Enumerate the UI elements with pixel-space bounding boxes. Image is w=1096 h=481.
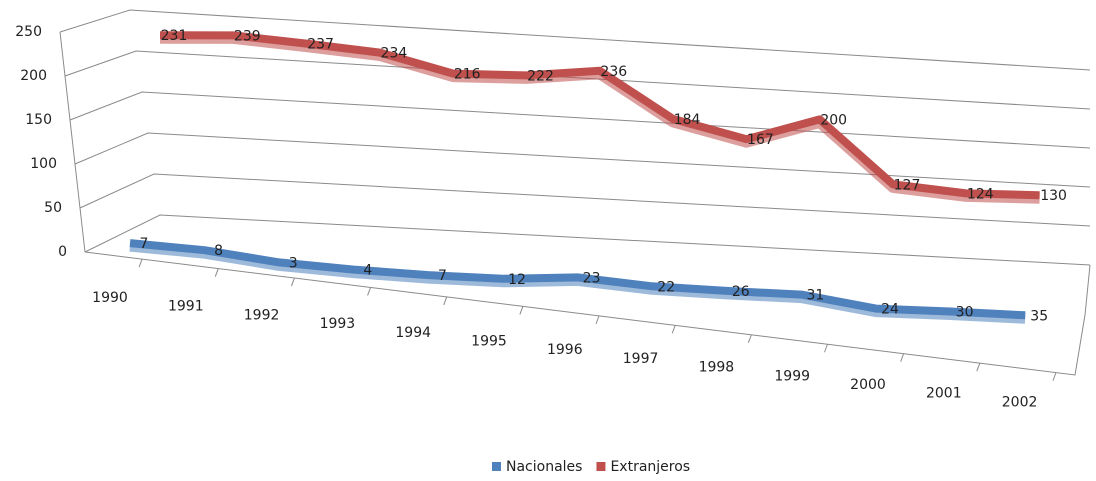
grid-line	[64, 50, 1091, 110]
legend-label: Nacionales	[506, 459, 582, 475]
data-label: 216	[454, 67, 481, 83]
y-tick-label: 150	[25, 112, 52, 128]
data-label: 35	[1030, 308, 1048, 324]
data-label: 7	[438, 268, 447, 284]
data-label: 12	[508, 272, 526, 288]
grid-line	[59, 9, 1091, 71]
legend-swatch	[492, 462, 501, 471]
data-label: 237	[307, 37, 334, 53]
floor-right	[1084, 264, 1091, 316]
legend-swatch	[596, 462, 606, 471]
data-label: 222	[527, 68, 554, 84]
series-line-shadow	[159, 32, 1040, 204]
data-label: 200	[820, 112, 847, 128]
data-label: 184	[674, 112, 701, 128]
data-label: 23	[583, 270, 601, 286]
data-label: 127	[894, 177, 921, 193]
x-tick-label: 1991	[168, 299, 204, 315]
y-tick-label: 100	[30, 156, 57, 172]
y-tick-label: 50	[44, 200, 62, 216]
x-tick	[747, 334, 752, 343]
x-tick-label: 1992	[244, 307, 280, 323]
data-label: 234	[381, 46, 408, 62]
y-tick-label: 250	[15, 24, 42, 40]
x-tick-label: 2000	[850, 377, 886, 393]
data-label: 231	[161, 28, 188, 44]
x-tick	[671, 325, 676, 334]
data-label: 22	[657, 279, 675, 295]
y-tick-label: 0	[58, 244, 67, 260]
data-label: 30	[956, 305, 974, 321]
x-tick-label: 1996	[547, 342, 583, 358]
x-tick	[443, 296, 448, 306]
x-tick-label: 1993	[320, 316, 356, 332]
data-label: 130	[1040, 188, 1067, 204]
data-label: 3	[289, 255, 298, 271]
x-tick	[367, 287, 372, 296]
data-label: 236	[600, 64, 627, 80]
series-line	[129, 239, 1026, 320]
data-label: 4	[363, 263, 372, 279]
legend-label: Extranjeros	[610, 459, 690, 475]
data-label: 167	[747, 132, 774, 148]
x-tick	[1052, 372, 1057, 381]
data-label: 26	[732, 284, 750, 300]
x-tick	[900, 353, 905, 362]
x-tick	[519, 306, 524, 315]
wall-edge	[59, 31, 86, 253]
x-tick-label: 2001	[926, 386, 962, 402]
data-label: 124	[967, 186, 994, 202]
x-tick-label: 2002	[1002, 394, 1038, 410]
x-tick-label: 1998	[699, 360, 735, 376]
x-tick	[824, 344, 828, 353]
x-tick	[290, 277, 295, 287]
x-tick-label: 1990	[92, 290, 128, 306]
grid-line	[84, 214, 1091, 266]
data-label: 7	[140, 236, 149, 252]
x-tick-label: 1999	[774, 368, 810, 384]
data-label: 31	[806, 288, 824, 304]
data-label: 239	[234, 28, 261, 44]
grid-line	[79, 173, 1091, 227]
grid-line	[74, 132, 1091, 188]
x-tick	[976, 362, 981, 372]
x-tick-label: 1997	[623, 351, 659, 367]
x-tick-label: 1995	[471, 334, 507, 350]
x-tick	[214, 268, 219, 277]
data-label: 24	[881, 302, 899, 318]
series-line	[159, 31, 1040, 200]
x-tick-label: 1994	[395, 325, 431, 341]
x-tick	[138, 258, 143, 268]
x-tick	[595, 315, 600, 325]
data-label: 8	[214, 243, 223, 259]
floor-edge	[84, 251, 1086, 376]
y-tick-label: 200	[20, 68, 47, 84]
grid-line	[69, 91, 1091, 149]
